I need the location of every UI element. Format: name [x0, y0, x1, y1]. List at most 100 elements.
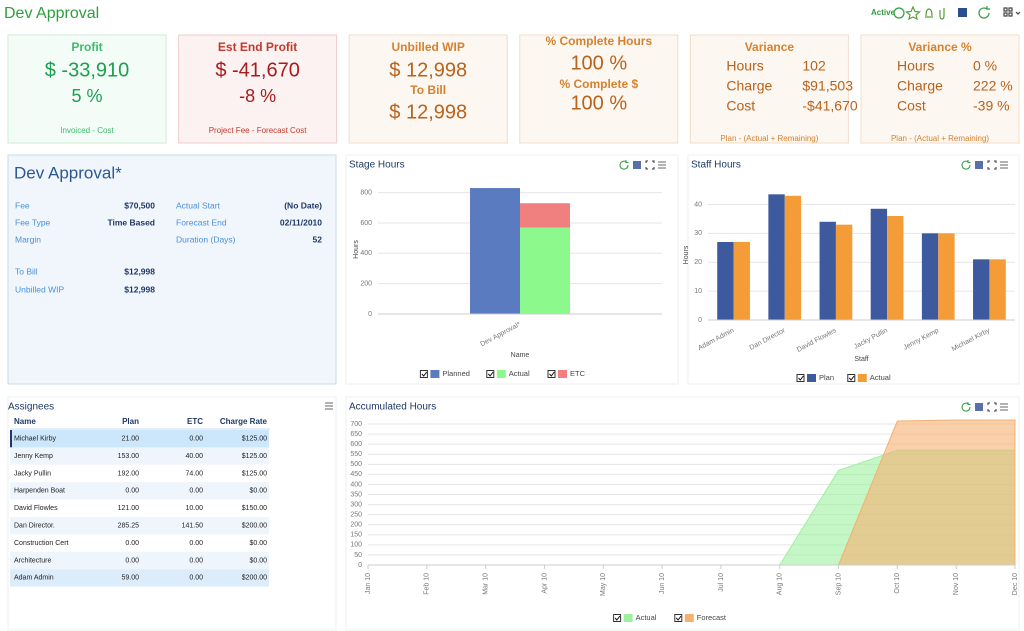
table-cell: David Flowles [14, 505, 58, 512]
detail-value: $12,998 [124, 266, 155, 276]
legend-label: Planned [442, 369, 470, 378]
kpi-title: Est End Profit [218, 40, 297, 54]
table-row[interactable] [10, 482, 269, 500]
x-tick-label: Mar 10 [482, 573, 489, 595]
table-row[interactable] [10, 551, 269, 570]
bar [520, 227, 570, 314]
table-icon[interactable] [633, 161, 641, 169]
legend-checkbox[interactable] [613, 614, 622, 622]
dropdown-icon[interactable] [1015, 11, 1021, 15]
refresh-icon[interactable] [619, 160, 629, 170]
table-cell: $0.00 [249, 557, 267, 564]
table-row[interactable] [10, 569, 269, 587]
legend-swatch [807, 374, 816, 382]
bar [520, 203, 570, 228]
table-cell: $125.00 [242, 436, 267, 443]
detail-label: Actual Start [176, 200, 221, 210]
table-cell: 21.00 [121, 436, 139, 443]
toolbar [893, 5, 1021, 21]
save-icon[interactable] [958, 8, 967, 17]
refresh-icon[interactable] [978, 6, 990, 19]
fullscreen-icon[interactable] [987, 160, 997, 170]
bar [921, 233, 939, 320]
legend-check [487, 371, 494, 377]
legend-check [798, 375, 804, 381]
table-cell: Adam Admin [14, 575, 54, 582]
column-header: Name [14, 417, 36, 426]
kpi-card [178, 34, 338, 144]
apps-icon[interactable] [1003, 7, 1013, 17]
fullscreen-icon[interactable] [987, 402, 997, 412]
y-tick-label: 0 [358, 562, 362, 569]
legend-checkbox[interactable] [674, 614, 683, 622]
detail-label: Fee [15, 200, 30, 210]
star-icon[interactable] [905, 5, 921, 21]
detail-label: Duration (Days) [176, 234, 236, 244]
table-row[interactable] [10, 430, 269, 448]
fullscreen-icon[interactable] [645, 160, 655, 170]
x-tick-label: Jul 10 [718, 573, 725, 592]
table-row[interactable] [10, 517, 269, 535]
kpi-row-label: Charge [726, 78, 772, 94]
table-icon[interactable] [975, 161, 983, 169]
kpi-subtitle: % Complete $ [559, 77, 638, 91]
legend-swatch [430, 370, 440, 378]
x-tick-label: May 10 [600, 573, 607, 596]
y-tick-label: 0 [368, 311, 372, 318]
table-row[interactable] [10, 499, 269, 517]
menu-icon[interactable] [658, 161, 666, 169]
status: Active [871, 8, 896, 17]
table-cell: $200.00 [242, 523, 267, 530]
y-tick-label: 400 [360, 250, 372, 257]
table-cell: 0.00 [189, 488, 203, 495]
bar [973, 259, 990, 320]
kpi-subtitle: To Bill [410, 83, 446, 97]
y-tick-label: 700 [350, 421, 362, 428]
table-cell: 153.00 [118, 453, 140, 460]
refresh-icon[interactable] [961, 160, 971, 170]
detail-value: $70,500 [124, 200, 155, 210]
chart-title: Stage Hours [349, 160, 405, 171]
table-row[interactable] [10, 447, 269, 465]
menu-icon[interactable] [325, 402, 333, 410]
table-icon[interactable] [975, 403, 983, 411]
refresh-icon[interactable] [961, 402, 971, 412]
kpi-row-label: Hours [726, 58, 763, 74]
legend-checkbox[interactable] [419, 370, 428, 378]
table-cell: 0.00 [125, 557, 139, 564]
column-header: ETC [187, 417, 203, 426]
bell-icon[interactable] [925, 8, 933, 18]
legend-label: Plan [819, 373, 834, 382]
kpi-footer: Invoiced - Cost [60, 126, 114, 135]
detail-label: Fee Type [15, 217, 51, 227]
kpi-sub: 5 % [71, 86, 102, 106]
table-cell: Harpenden Boat [14, 488, 65, 495]
kpi-card [7, 34, 167, 144]
table-cell: 141.50 [182, 523, 204, 530]
legend-checkbox[interactable] [547, 370, 556, 378]
table-row[interactable] [10, 464, 269, 483]
legend-checkbox[interactable] [796, 374, 805, 382]
y-tick-label: 500 [350, 461, 362, 468]
attach-icon[interactable] [939, 8, 945, 20]
legend-label: Actual [509, 369, 530, 378]
table-row[interactable] [10, 534, 269, 552]
active-icon[interactable] [893, 7, 905, 19]
menu-icon[interactable] [1000, 161, 1008, 169]
menu-icon[interactable] [1000, 403, 1008, 411]
kpi-title: Variance [745, 40, 795, 54]
kpi-card [689, 34, 849, 144]
kpi-card [860, 34, 1020, 144]
kpi-sub: $ 12,998 [389, 101, 467, 123]
y-tick-label: 400 [350, 481, 362, 488]
table-cell: Michael Kirby [14, 436, 57, 443]
kpi-title: Profit [71, 40, 102, 54]
legend-checkbox[interactable] [486, 370, 495, 378]
kpi-footer: Plan - (Actual + Remaining) [720, 134, 818, 143]
kpi-value: $ 12,998 [389, 59, 467, 81]
table-cell: 0.00 [189, 575, 203, 582]
legend-checkbox[interactable] [847, 374, 856, 382]
table-cell: 10.00 [185, 505, 203, 512]
